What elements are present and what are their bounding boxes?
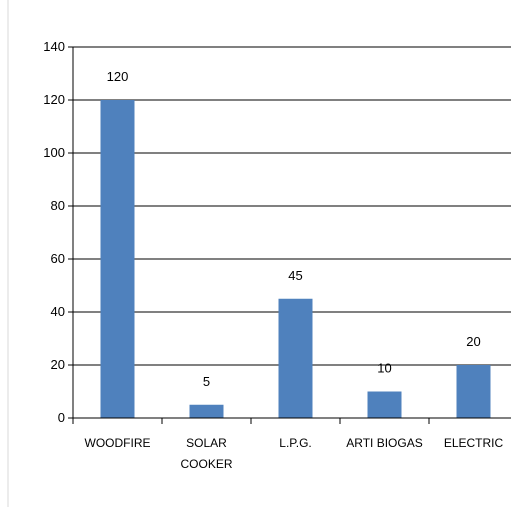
category-label-4-0: ELECTRIC bbox=[444, 436, 504, 450]
category-label-3-0: ARTI BIOGAS bbox=[346, 436, 422, 450]
bars bbox=[100, 100, 491, 418]
category-label-1-1: COOKER bbox=[180, 457, 232, 471]
data-label-0: 120 bbox=[107, 69, 129, 84]
y-tick-label: 0 bbox=[58, 410, 65, 425]
data-label-3: 10 bbox=[377, 361, 391, 376]
y-tick-label: 100 bbox=[43, 145, 65, 160]
category-label-1-0: SOLAR bbox=[186, 436, 227, 450]
data-label-2: 45 bbox=[288, 268, 302, 283]
bar-0 bbox=[100, 100, 135, 418]
axes bbox=[68, 46, 511, 424]
y-tick-label: 40 bbox=[51, 304, 65, 319]
category-label-2-0: L.P.G. bbox=[279, 436, 311, 450]
bar-3 bbox=[367, 391, 402, 418]
y-tick-label: 120 bbox=[43, 92, 65, 107]
data-label-1: 5 bbox=[203, 374, 210, 389]
y-tick-label: 20 bbox=[51, 357, 65, 372]
y-tick-label: 80 bbox=[51, 198, 65, 213]
y-tick-labels: 0 20 40 60 80 100 120 140 bbox=[43, 39, 65, 425]
bar-1 bbox=[189, 404, 224, 418]
data-labels: 120 5 45 10 20 bbox=[107, 69, 481, 389]
bar-4 bbox=[456, 365, 491, 418]
category-label-0-0: WOODFIRE bbox=[85, 436, 151, 450]
data-label-4: 20 bbox=[466, 334, 480, 349]
y-tick-label: 60 bbox=[51, 251, 65, 266]
bar-2 bbox=[278, 298, 313, 418]
x-tick-labels: WOODFIRE SOLAR COOKER L.P.G. ARTI BIOGAS ELEC… bbox=[85, 436, 504, 471]
y-tick-label: 140 bbox=[43, 39, 65, 54]
